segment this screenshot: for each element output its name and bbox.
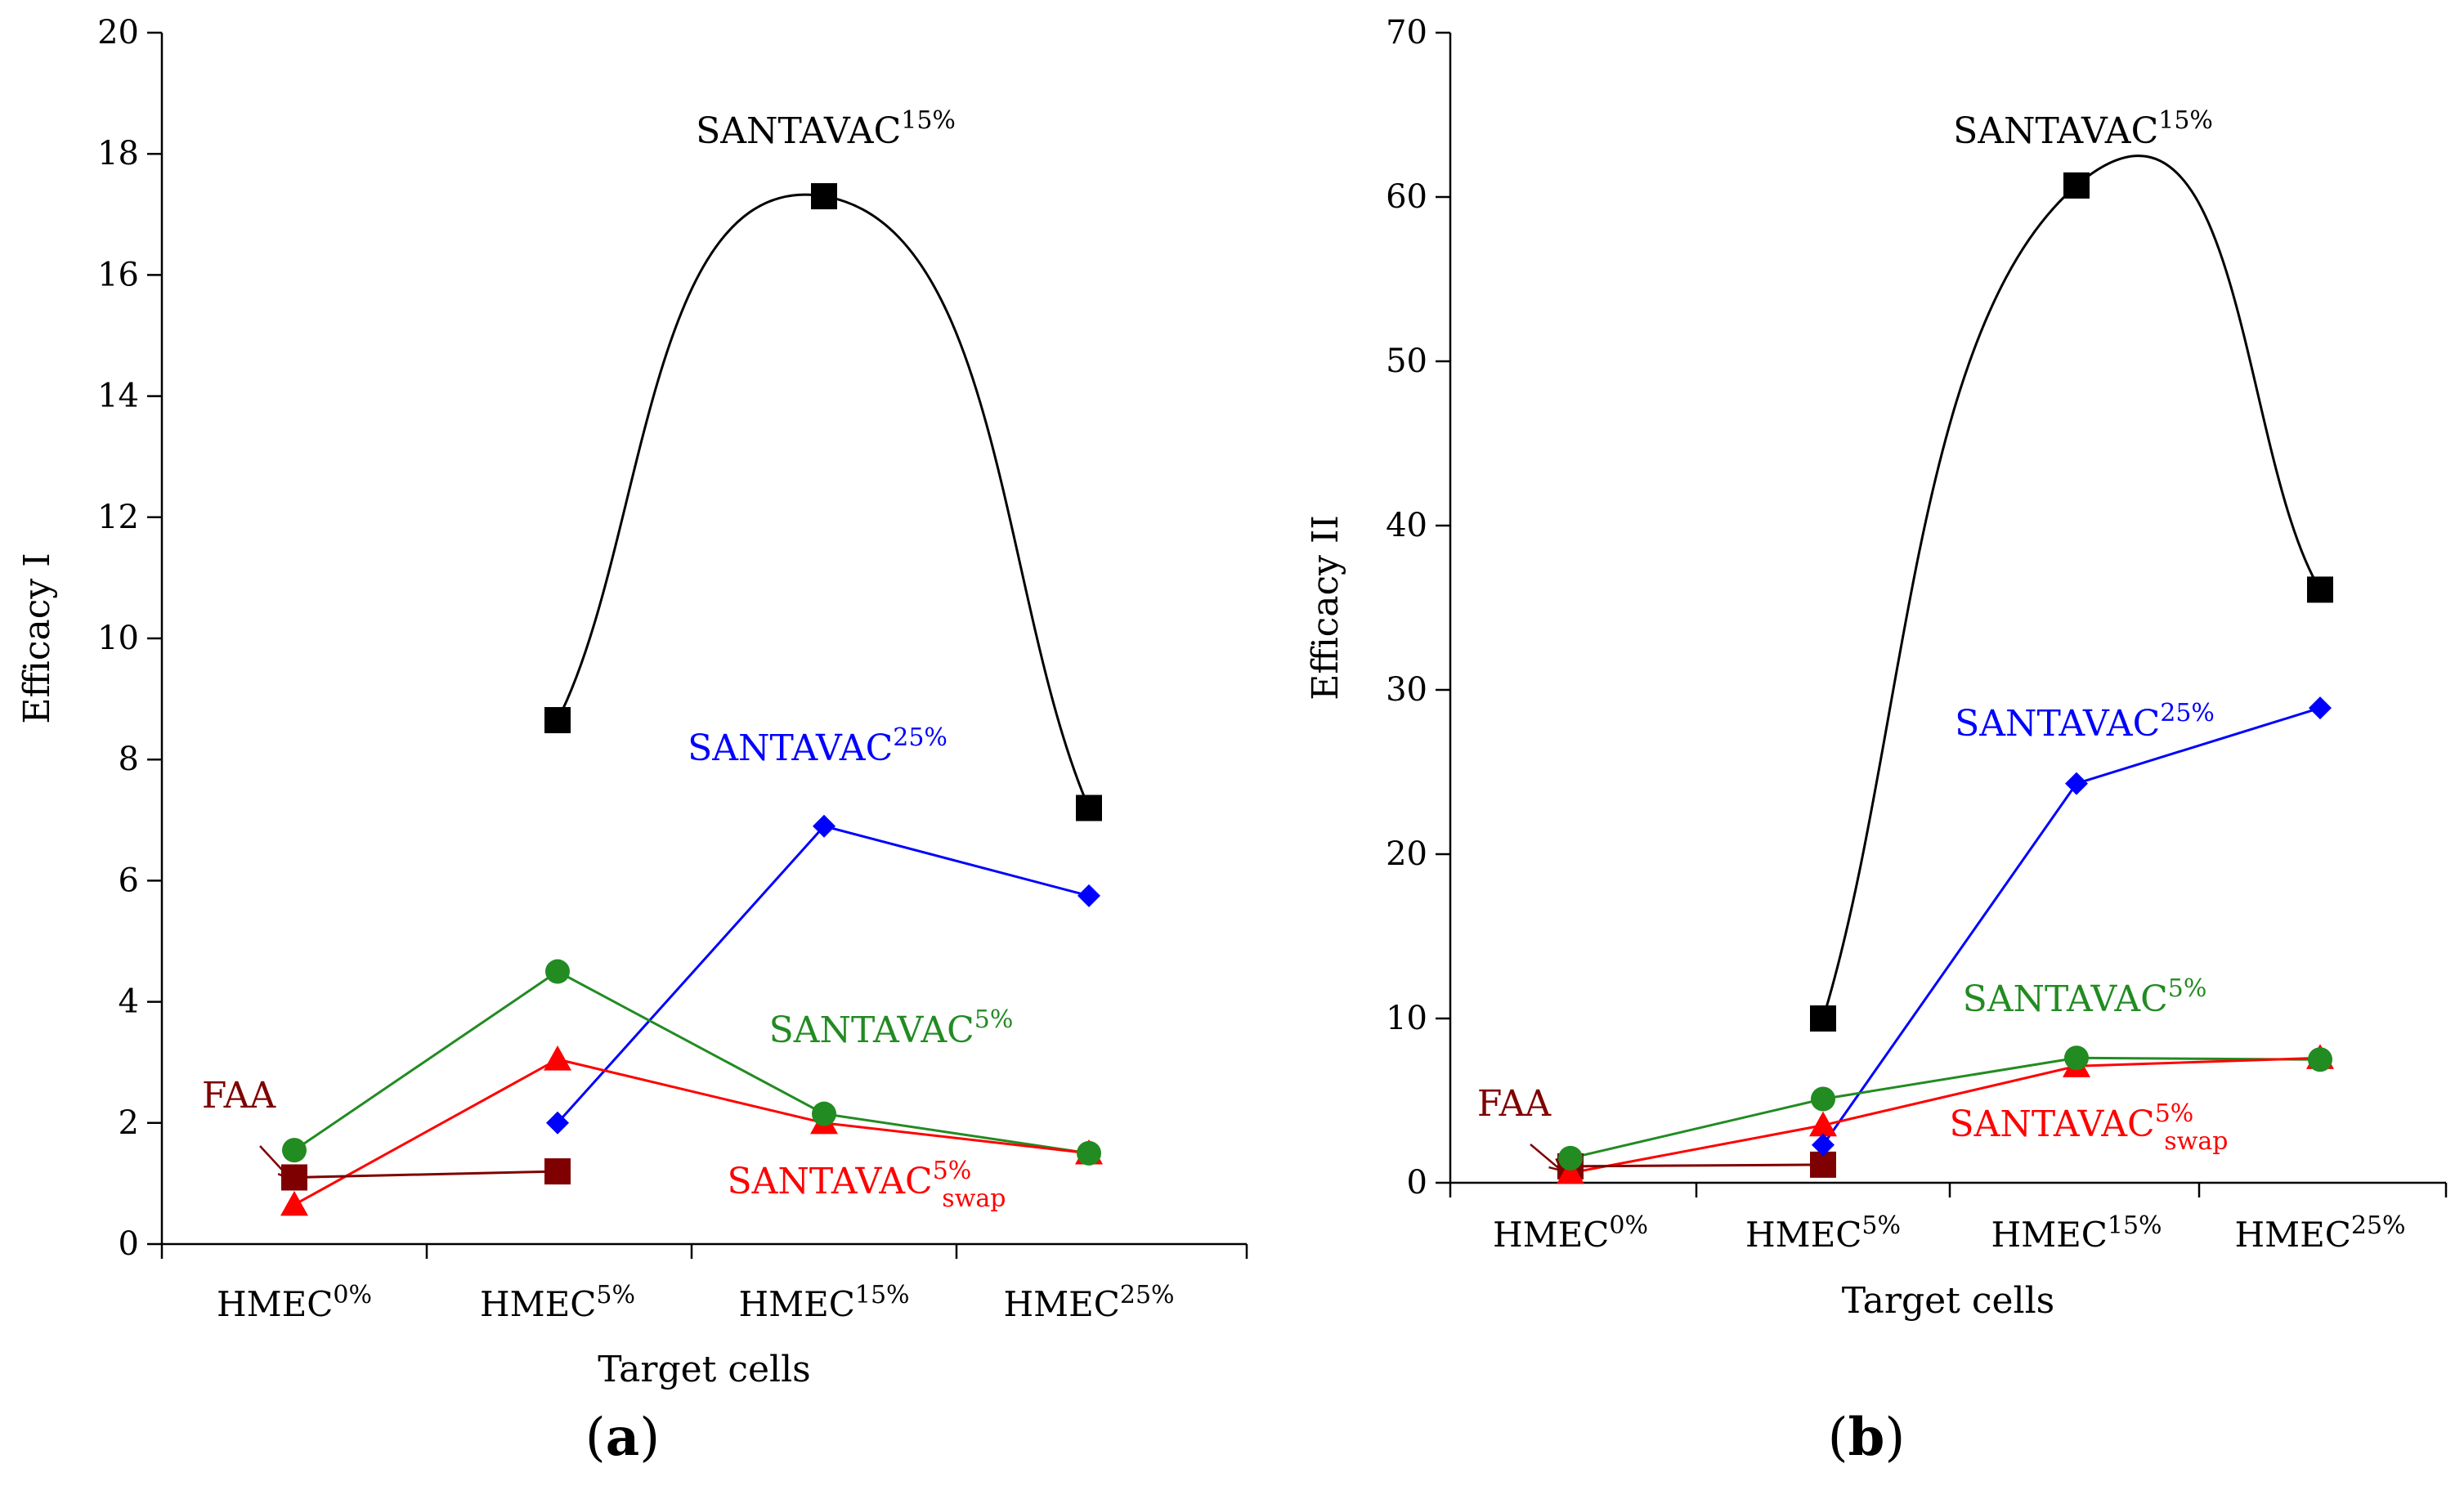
y-tick-label-a: 6: [119, 862, 139, 899]
series-line-faa-b: [1570, 1163, 1824, 1168]
series-label-s15-a: SANTAVAC15%: [696, 106, 956, 152]
y-tick-label-a: 16: [97, 256, 139, 293]
y-tick-label-a: 10: [97, 620, 139, 657]
x-category-label-b: HMEC25%: [2234, 1211, 2405, 1255]
y-tick-label-a: 18: [97, 135, 139, 172]
data-point-s25-b: [2065, 772, 2088, 795]
x-category-label-b: HMEC0%: [1493, 1211, 1648, 1255]
data-point-s5swap-b: [1809, 1111, 1837, 1137]
data-point-s25-a: [1077, 884, 1100, 907]
data-point-s15-a: [1076, 795, 1102, 821]
faa-arrow-b: [1530, 1144, 1562, 1171]
series-line-s5-a: [293, 969, 1090, 1155]
series-line-s5-b: [1570, 1056, 2321, 1160]
data-point-s5-b: [1811, 1086, 1835, 1112]
series-line-s15-b: [1821, 154, 2322, 1019]
y-tick-label-a: 12: [97, 499, 139, 536]
y-tick-label-b: 40: [1386, 507, 1427, 544]
data-point-s15-a: [811, 183, 837, 210]
y-tick-label-a: 4: [119, 983, 139, 1021]
data-point-s5swap-a: [544, 1045, 571, 1071]
y-tick-label-b: 10: [1386, 1000, 1427, 1037]
data-point-s15-b: [2063, 172, 2090, 199]
data-point-s15-a: [544, 707, 571, 734]
y-tick-label-b: 60: [1386, 178, 1427, 216]
data-point-s5-b: [2064, 1045, 2089, 1071]
data-point-s5-a: [812, 1101, 836, 1126]
series-label-faa-b: FAA: [1477, 1083, 1552, 1125]
x-category-label-a: HMEC0%: [217, 1281, 372, 1324]
faa-arrowhead-b: [1548, 1157, 1564, 1172]
data-point-s5swap-a: [280, 1190, 308, 1216]
series-label-s5-a: SANTAVAC5%: [769, 1005, 1014, 1051]
series-label-s5swap-b: SANTAVAC5% swap: [1950, 1099, 2229, 1156]
x-category-label-b: HMEC15%: [1991, 1211, 2162, 1255]
y-tick-label-b: 0: [1407, 1164, 1427, 1202]
x-category-label-b: HMEC5%: [1745, 1211, 1901, 1255]
data-point-s5-b: [1558, 1145, 1583, 1171]
series-label-s25-a: SANTAVAC25%: [688, 723, 948, 769]
x-axis-title-a: Target cells: [598, 1349, 810, 1390]
data-point-s25-b: [1812, 1133, 1835, 1157]
y-tick-label-a: 8: [119, 741, 139, 778]
y-tick-label-b: 20: [1386, 835, 1427, 873]
data-point-s15-b: [1810, 1005, 1836, 1032]
series-line-s5swap-a: [293, 1058, 1090, 1206]
series-label-faa-a: FAA: [202, 1075, 276, 1117]
series-label-s5-b: SANTAVAC5%: [1963, 974, 2207, 1020]
y-tick-label-a: 14: [97, 378, 139, 415]
x-category-label-a: HMEC15%: [738, 1281, 909, 1324]
data-point-faa-a: [544, 1158, 571, 1185]
y-axis-title-a: Efficacy I: [16, 553, 58, 723]
faa-arrowhead-a: [277, 1166, 292, 1181]
series-label-s25-b: SANTAVAC25%: [1955, 699, 2215, 745]
series-line-s15-a: [556, 193, 1091, 809]
panel-label-a: (a): [585, 1407, 660, 1468]
faa-arrow-a: [259, 1145, 291, 1179]
series-line-faa-a: [293, 1170, 558, 1179]
data-point-s5swap-b: [1557, 1158, 1584, 1184]
series-line-s5swap-b: [1570, 1056, 2321, 1175]
panel-b-efficacy-ii-chart: 0 10 20 30 40 50 60 70 HMEC0% HMEC5% HMEC15% HMEC25…: [1305, 14, 2448, 1468]
series-label-s5swap-a: SANTAVAC5% swap: [728, 1157, 1006, 1213]
data-point-s25-a: [546, 1111, 569, 1135]
y-tick-label-b: 50: [1386, 342, 1427, 380]
x-category-label-a: HMEC5%: [480, 1281, 635, 1324]
data-point-s5-a: [1077, 1140, 1101, 1166]
x-category-label-a: HMEC25%: [1003, 1281, 1174, 1324]
data-point-s5-a: [282, 1138, 307, 1163]
data-point-s5-a: [545, 959, 570, 984]
series-label-s15-b: SANTAVAC15%: [1953, 106, 2213, 152]
panel-a-efficacy-i-chart: 0 2 4 6 8 10 12 14 16 18 20 HMEC0% HMEC5% HMEC15% HMEC…: [16, 14, 1248, 1468]
x-axis-title-b: Target cells: [1842, 1280, 2054, 1322]
data-point-s5-b: [2308, 1047, 2332, 1072]
series-line-s25-b: [1821, 706, 2321, 1146]
y-tick-label-a: 20: [97, 14, 139, 51]
panel-label-b: (b): [1828, 1407, 1906, 1468]
y-axis-title-b: Efficacy II: [1305, 515, 1346, 701]
y-tick-label-b: 70: [1386, 14, 1427, 51]
data-point-s25-a: [813, 814, 836, 838]
data-point-s25-b: [2309, 696, 2332, 720]
y-tick-label-b: 30: [1386, 671, 1427, 709]
y-tick-label-a: 2: [119, 1104, 139, 1142]
y-tick-label-a: 0: [119, 1225, 139, 1263]
data-point-s15-b: [2307, 576, 2333, 603]
